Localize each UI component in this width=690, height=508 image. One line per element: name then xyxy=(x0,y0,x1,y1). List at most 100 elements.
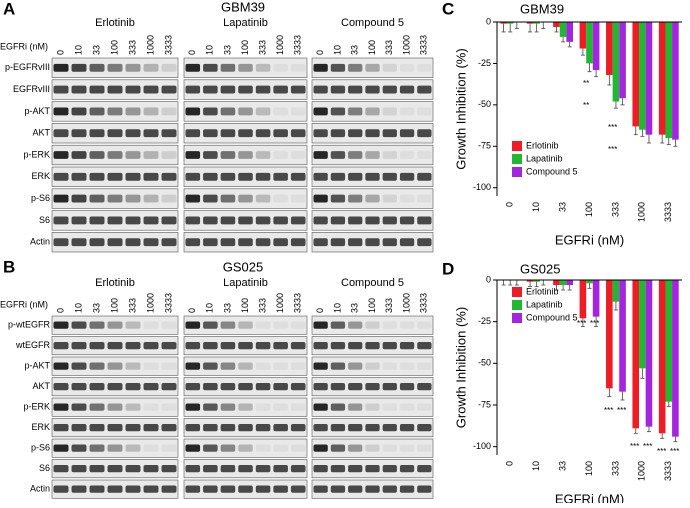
band xyxy=(107,362,123,370)
band xyxy=(143,485,159,493)
bar xyxy=(645,280,653,427)
dose: 10 xyxy=(332,45,342,55)
row-label: p-AKT xyxy=(24,361,50,371)
band xyxy=(53,151,69,159)
band xyxy=(89,85,105,94)
band xyxy=(185,464,201,473)
blot-strip xyxy=(183,57,308,78)
y-tick-label: -75 xyxy=(478,141,491,151)
band xyxy=(313,172,328,181)
blot-strip xyxy=(311,397,434,417)
legend-swatch xyxy=(512,287,522,297)
band xyxy=(313,216,328,225)
band xyxy=(348,194,363,203)
band xyxy=(143,194,159,203)
x-tick-label: 10 xyxy=(531,202,541,212)
dose: 1000 xyxy=(401,35,411,55)
band xyxy=(161,485,177,493)
row-label: p-S6 xyxy=(31,193,50,203)
dose-label: EGFRi (nM) xyxy=(0,41,48,51)
significance: *** xyxy=(657,447,666,456)
dose: 100 xyxy=(240,298,250,313)
bar xyxy=(672,280,679,437)
band xyxy=(203,362,218,370)
band xyxy=(255,172,271,181)
band xyxy=(238,238,253,247)
band xyxy=(220,238,236,247)
bar xyxy=(500,22,507,24)
dose: 10 xyxy=(332,303,342,313)
band xyxy=(203,63,218,72)
blot-strip xyxy=(311,438,434,458)
band xyxy=(220,194,236,203)
band xyxy=(107,151,123,159)
blot-strip xyxy=(183,438,308,458)
blot-strip xyxy=(183,356,308,376)
bar xyxy=(658,280,666,434)
band xyxy=(220,151,236,159)
band xyxy=(53,172,69,181)
band xyxy=(220,423,236,432)
x-tick-label: 3333 xyxy=(663,202,673,222)
band xyxy=(185,129,201,138)
drug-name: Compound 5 xyxy=(341,17,404,29)
band xyxy=(220,382,236,391)
band xyxy=(273,321,288,329)
row-label: S6 xyxy=(39,215,50,225)
row-label: Actin xyxy=(30,484,50,494)
panel-label: A xyxy=(3,0,15,18)
band xyxy=(399,464,415,473)
band xyxy=(290,216,306,225)
dose: 100 xyxy=(367,40,377,55)
bar xyxy=(579,280,587,319)
band xyxy=(330,321,346,329)
band xyxy=(382,382,397,391)
y-tick-label: 0 xyxy=(486,16,491,26)
dose: 3333 xyxy=(293,293,303,313)
band xyxy=(161,321,177,329)
band xyxy=(399,321,415,329)
row-label: p-AKT xyxy=(24,106,50,116)
band xyxy=(53,85,69,94)
blot-strip xyxy=(311,144,434,166)
legend-swatch xyxy=(512,167,522,177)
bar xyxy=(619,22,626,99)
x-tick-label: 3333 xyxy=(663,461,673,481)
bar xyxy=(559,22,567,37)
band xyxy=(273,172,288,181)
band xyxy=(348,423,363,432)
band xyxy=(330,107,346,116)
band xyxy=(255,107,271,116)
bar xyxy=(533,280,540,282)
band xyxy=(255,362,271,370)
band xyxy=(238,444,253,452)
band xyxy=(143,321,159,329)
band xyxy=(125,107,141,116)
band xyxy=(143,382,159,391)
band xyxy=(330,464,346,473)
band xyxy=(107,238,123,247)
band xyxy=(348,216,363,225)
band xyxy=(203,341,218,350)
band xyxy=(107,444,123,452)
band xyxy=(417,63,432,72)
band xyxy=(203,423,218,432)
band xyxy=(89,107,105,116)
band xyxy=(290,63,306,72)
band xyxy=(71,151,87,159)
band xyxy=(125,63,141,72)
band xyxy=(107,341,123,350)
band xyxy=(107,423,123,432)
drug-name: Lapatinib xyxy=(223,277,268,289)
band xyxy=(125,423,141,432)
x-tick-label: 33 xyxy=(557,202,567,212)
legend-label: Erlotinib xyxy=(526,140,559,150)
band xyxy=(185,382,201,391)
band xyxy=(161,341,177,350)
band xyxy=(273,85,288,94)
band xyxy=(255,238,271,247)
drug-name: Erlotinib xyxy=(95,17,135,29)
band xyxy=(53,63,69,72)
band xyxy=(273,107,288,116)
band xyxy=(255,444,271,452)
